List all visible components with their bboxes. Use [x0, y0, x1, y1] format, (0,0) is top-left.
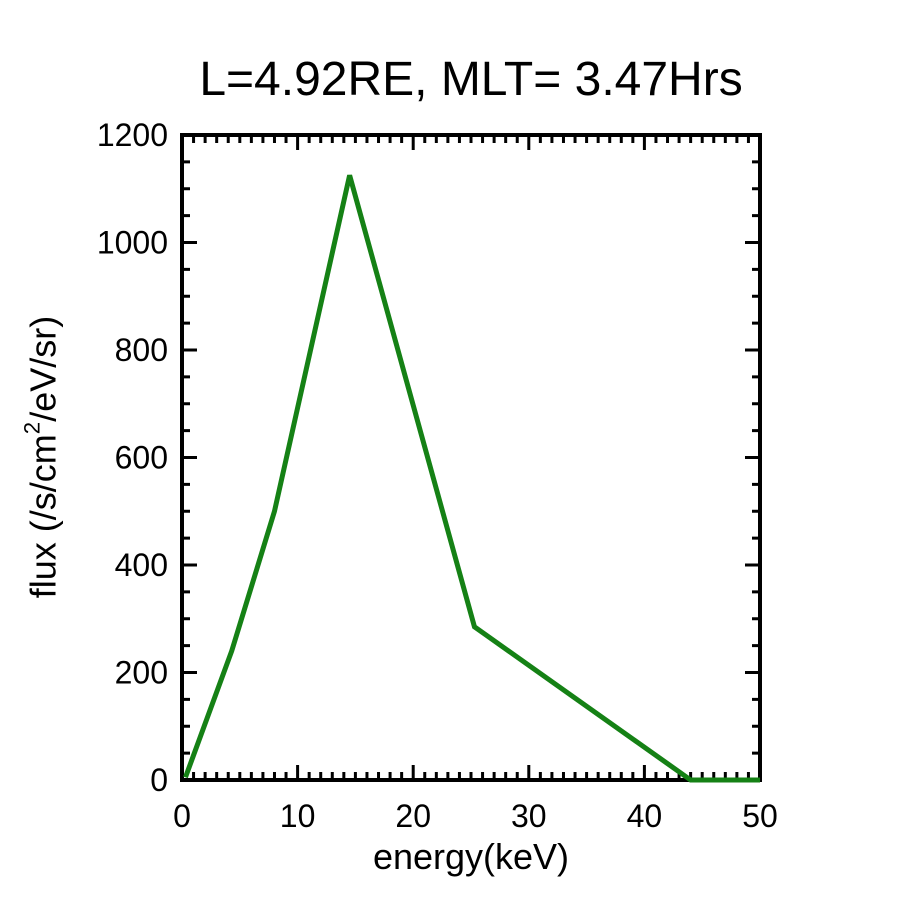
- axes-frame: [180, 133, 762, 782]
- y-tick-label: 400: [115, 547, 168, 583]
- x-tick-label: 20: [395, 798, 431, 834]
- y-axis-label-suffix: /eV/sr): [22, 315, 64, 422]
- y-major-ticks: [182, 133, 760, 782]
- x-minor-ticks: [192, 135, 750, 780]
- x-tick-label: 40: [627, 798, 663, 834]
- x-major-ticks: [180, 135, 762, 780]
- flux-spectrum-line: [183, 174, 760, 783]
- x-tick-labels: 0 10 20 30 40 50: [173, 798, 778, 834]
- y-tick-label: 0: [150, 762, 168, 798]
- y-axis-label: flux (/s/cm2/eV/sr): [19, 135, 71, 780]
- y-axis-label-superscript: 2: [19, 421, 45, 435]
- x-tick-label: 10: [280, 798, 316, 834]
- x-tick-label: 0: [173, 798, 191, 834]
- x-tick-label: 30: [511, 798, 547, 834]
- y-tick-labels: 0 200 400 600 800 1000 1200: [97, 117, 168, 798]
- y-tick-label: 600: [115, 440, 168, 476]
- y-tick-label: 200: [115, 655, 168, 691]
- y-tick-label: 1200: [97, 117, 168, 153]
- y-minor-ticks: [182, 160, 760, 755]
- y-tick-label: 800: [115, 332, 168, 368]
- x-axis-label: energy(keV): [372, 836, 570, 877]
- y-axis-label-prefix: flux (/s/cm: [22, 434, 64, 599]
- plot-title: L=4.92RE, MLT= 3.47Hrs: [199, 53, 743, 106]
- x-tick-label: 50: [742, 798, 778, 834]
- y-tick-label: 1000: [97, 225, 168, 261]
